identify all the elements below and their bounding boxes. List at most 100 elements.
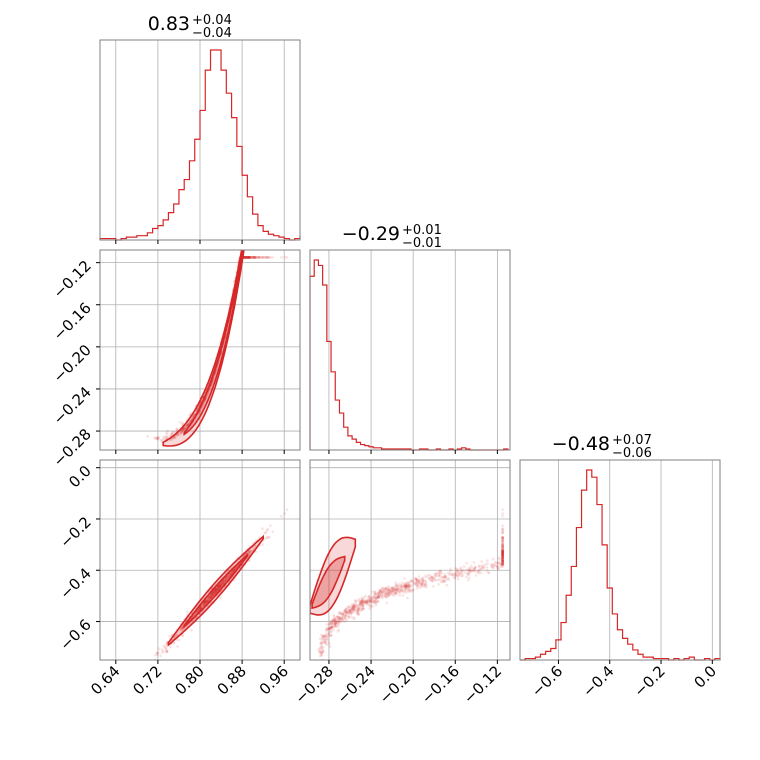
sample-point — [245, 255, 248, 259]
sample-point — [501, 548, 505, 551]
sample-point — [214, 588, 217, 592]
sample-point — [429, 578, 432, 582]
sample-point — [389, 591, 393, 595]
sample-point — [501, 543, 505, 547]
sample-point — [154, 653, 157, 657]
sample-point — [375, 596, 379, 600]
sample-point — [178, 629, 182, 633]
sample-point — [221, 580, 225, 584]
sample-point — [202, 603, 206, 606]
sample-point — [377, 591, 380, 595]
sample-point — [501, 556, 505, 560]
sample-point — [501, 552, 505, 556]
sample-point — [224, 577, 228, 581]
sample-point — [268, 535, 272, 539]
sample-point — [251, 255, 255, 259]
sample-point — [325, 623, 329, 626]
sample-point — [336, 615, 340, 619]
sample-point — [485, 559, 489, 563]
sample-point — [501, 549, 505, 553]
sample-point — [336, 622, 340, 626]
sample-point — [326, 626, 330, 630]
sample-point — [208, 596, 212, 600]
sample-point — [501, 560, 505, 564]
sample-point — [425, 585, 429, 589]
sample-point — [218, 583, 222, 586]
sample-point — [243, 255, 246, 259]
sample-point — [400, 581, 404, 585]
sample-point — [378, 590, 382, 593]
sample-point — [368, 597, 372, 601]
sample-point — [411, 579, 415, 582]
sample-point — [501, 549, 505, 553]
sample-point — [285, 255, 289, 259]
param-title-median-2: −0.48 — [552, 433, 610, 455]
sample-point — [371, 595, 374, 599]
sample-point — [501, 565, 505, 569]
sample-point — [501, 550, 505, 554]
sample-point — [368, 599, 372, 603]
sample-point — [501, 536, 505, 540]
sample-point — [357, 613, 360, 617]
sample-point — [352, 605, 356, 609]
sample-point — [205, 598, 209, 602]
sample-point — [354, 603, 358, 607]
sample-point — [501, 551, 505, 555]
sample-point — [357, 603, 361, 607]
sample-point — [337, 616, 341, 619]
sample-point — [501, 559, 505, 563]
sample-point — [429, 576, 433, 580]
sample-point — [344, 613, 348, 617]
sample-point — [440, 571, 443, 575]
sample-point — [385, 592, 389, 596]
sample-point — [492, 564, 496, 568]
sample-point — [406, 585, 410, 589]
sample-point — [212, 593, 216, 597]
sample-point — [476, 570, 480, 574]
sample-point — [266, 255, 269, 259]
sample-point — [245, 255, 249, 259]
sample-point — [212, 589, 216, 593]
sample-point — [501, 560, 505, 564]
sample-point — [451, 573, 455, 577]
sample-point — [330, 620, 334, 624]
sample-point — [183, 427, 187, 431]
sample-point — [367, 596, 371, 600]
sample-point — [248, 559, 251, 563]
sample-point — [248, 255, 252, 259]
sample-point — [329, 629, 333, 633]
sample-point — [398, 590, 402, 594]
sample-point — [501, 551, 505, 555]
sample-point — [394, 581, 398, 585]
sample-point — [465, 568, 468, 572]
sample-point — [230, 571, 234, 574]
sample-point — [352, 606, 356, 610]
sample-point — [391, 592, 394, 596]
sample-point — [499, 565, 503, 569]
sample-point — [244, 255, 248, 259]
sample-point — [369, 600, 373, 603]
sample-point — [346, 608, 350, 611]
sample-point — [351, 608, 355, 611]
sample-point — [375, 594, 379, 598]
sample-point — [246, 255, 250, 259]
sample-point — [403, 584, 407, 588]
sample-point — [501, 552, 505, 556]
sample-point — [430, 578, 434, 582]
sample-point — [395, 588, 399, 592]
sample-point — [480, 564, 484, 567]
sample-point — [464, 575, 468, 579]
sample-point — [437, 574, 441, 578]
sample-point — [356, 604, 359, 608]
sample-point — [407, 581, 411, 585]
sample-point — [258, 255, 262, 259]
sample-point — [321, 634, 325, 638]
sample-point — [501, 549, 505, 553]
sample-point — [321, 645, 325, 649]
sample-point — [468, 569, 472, 572]
sample-point — [229, 571, 233, 575]
sample-point — [247, 255, 251, 259]
histogram-1 — [309, 259, 509, 451]
sample-point — [319, 651, 323, 655]
sample-point — [264, 255, 268, 259]
